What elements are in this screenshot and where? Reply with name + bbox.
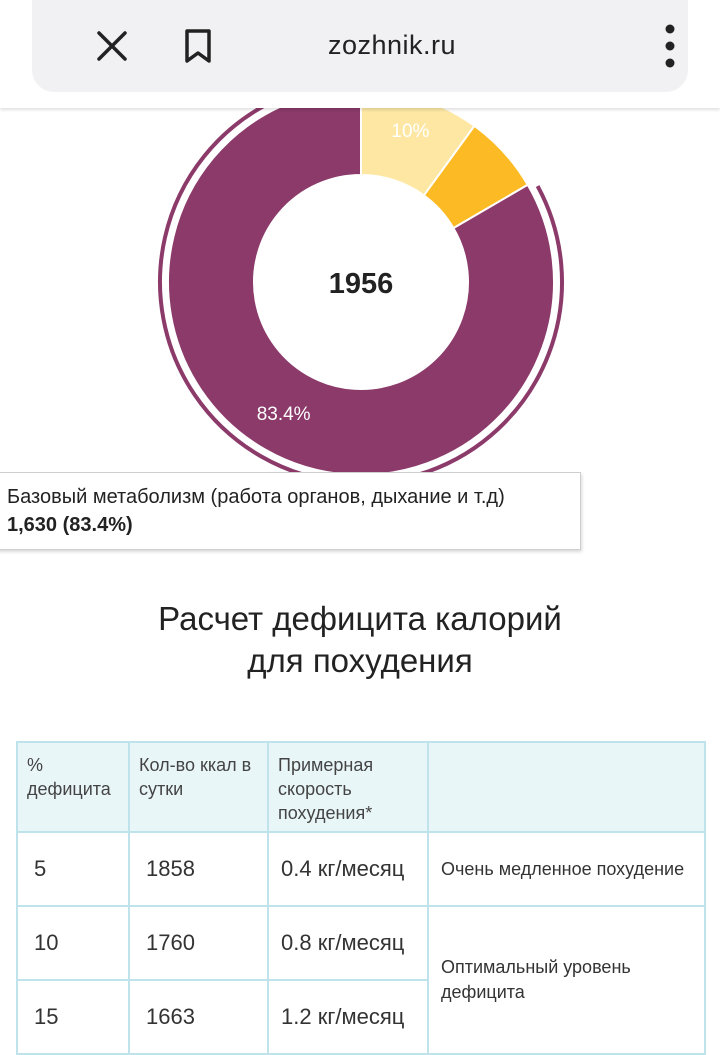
header-kcal: Кол-во ккал в сутки <box>128 741 269 833</box>
more-vert-icon[interactable] <box>650 22 690 70</box>
cell-pct: 10 <box>16 905 130 981</box>
table-header-row: % дефицита Кол-во ккал в сутки Примерная… <box>16 741 706 833</box>
donut-svg: 10% 83.4% 1956 <box>158 108 564 485</box>
slice-label-2: 83.4% <box>257 404 311 425</box>
url-text[interactable]: zozhnik.ru <box>327 30 457 60</box>
cell-pct: 15 <box>16 979 130 1055</box>
heading-line-1: Расчет дефицита калорий <box>158 600 562 637</box>
cell-note-slow: Очень медленное похудение <box>427 831 706 907</box>
url-bar[interactable]: zozhnik.ru <box>32 0 688 92</box>
table-row: 5 1858 0.4 кг/месяц Очень медленное поху… <box>16 831 706 907</box>
section-heading: Расчет дефицита калорий для похудения <box>0 598 720 682</box>
donut-slice-2[interactable] <box>167 108 555 476</box>
chart-tooltip: Базовый метаболизм (работа органов, дыха… <box>0 472 581 550</box>
cell-pct: 5 <box>16 831 130 907</box>
deficit-table: % дефицита Кол-во ккал в сутки Примерная… <box>16 741 706 1055</box>
header-speed: Примерная скорость похудения* <box>267 741 429 833</box>
cell-kcal: 1760 <box>128 905 269 981</box>
close-icon[interactable] <box>92 26 132 66</box>
calorie-donut-chart: 10% 83.4% 1956 <box>0 108 720 508</box>
cell-speed: 1.2 кг/месяц <box>267 979 429 1055</box>
header-note <box>427 741 706 833</box>
header-deficit-pct: % дефицита <box>16 741 130 833</box>
chart-center-value: 1956 <box>329 268 394 300</box>
cell-speed: 0.8 кг/месяц <box>267 905 429 981</box>
slice-label-0: 10% <box>391 121 429 142</box>
heading-line-2: для похудения <box>247 642 473 679</box>
tooltip-label: Базовый метаболизм (работа органов, дыха… <box>7 486 505 508</box>
bookmark-icon[interactable] <box>178 26 218 66</box>
cell-note-optimal: Оптимальный уровень дефицита <box>427 905 706 1055</box>
tooltip-value: 1,630 (83.4%) <box>7 514 133 536</box>
donut-slice-halo <box>158 108 564 485</box>
cell-kcal: 1663 <box>128 979 269 1055</box>
table-row: 10 1760 0.8 кг/месяц Оптимальный уровень… <box>16 905 706 1055</box>
cell-speed: 0.4 кг/месяц <box>267 831 429 907</box>
cell-kcal: 1858 <box>128 831 269 907</box>
browser-toolbar: zozhnik.ru <box>0 0 720 108</box>
